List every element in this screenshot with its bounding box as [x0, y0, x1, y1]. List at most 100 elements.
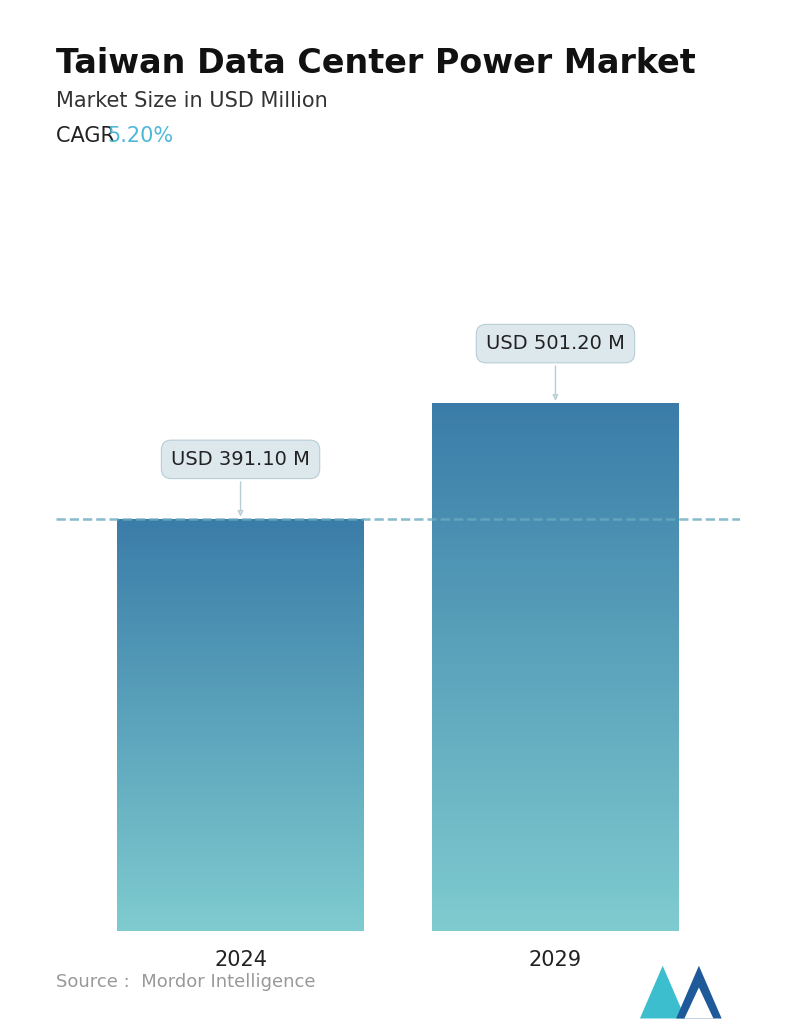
Bar [432, 730, 679, 732]
Bar [117, 891, 364, 893]
Bar [117, 926, 364, 927]
Bar [432, 504, 679, 506]
Bar [432, 907, 679, 910]
Bar [432, 647, 679, 649]
Bar [432, 790, 679, 792]
Bar [117, 815, 364, 817]
Bar [117, 790, 364, 792]
Bar [432, 412, 679, 414]
Bar [117, 924, 364, 926]
Bar [432, 800, 679, 802]
Bar [117, 848, 364, 850]
Bar [432, 923, 679, 925]
Bar [432, 756, 679, 758]
Bar [432, 610, 679, 612]
Text: Taiwan Data Center Power Market: Taiwan Data Center Power Market [56, 47, 696, 80]
Bar [432, 856, 679, 858]
Bar [432, 475, 679, 478]
Bar [117, 777, 364, 779]
Bar [117, 900, 364, 902]
Bar [432, 896, 679, 899]
Bar [432, 765, 679, 767]
Bar [432, 751, 679, 753]
Bar [117, 624, 364, 625]
Bar [432, 498, 679, 500]
Bar [117, 730, 364, 732]
Text: Market Size in USD Million: Market Size in USD Million [56, 91, 327, 111]
Bar [117, 642, 364, 644]
Bar [432, 484, 679, 486]
Bar [117, 785, 364, 787]
Bar [432, 830, 679, 832]
Bar [117, 853, 364, 855]
Bar [432, 632, 679, 634]
Bar [117, 645, 364, 647]
Bar [117, 595, 364, 597]
Bar [432, 658, 679, 660]
Bar [432, 417, 679, 420]
Bar [432, 714, 679, 717]
Bar [117, 739, 364, 741]
Bar [117, 886, 364, 888]
Bar [117, 567, 364, 569]
Bar [117, 592, 364, 595]
Bar [432, 778, 679, 780]
Bar [117, 824, 364, 826]
Bar [117, 537, 364, 539]
Bar [117, 727, 364, 729]
Bar [117, 873, 364, 875]
Bar [432, 524, 679, 526]
Bar [432, 630, 679, 632]
Bar [432, 416, 679, 418]
Bar [432, 846, 679, 848]
Bar [432, 469, 679, 473]
Bar [432, 688, 679, 690]
Bar [432, 768, 679, 770]
Bar [117, 713, 364, 716]
Bar [432, 486, 679, 488]
Bar [432, 825, 679, 827]
Polygon shape [676, 966, 722, 1018]
Bar [117, 574, 364, 576]
Bar [117, 637, 364, 639]
Bar [432, 582, 679, 584]
Bar [117, 650, 364, 652]
Bar [117, 708, 364, 710]
Bar [117, 773, 364, 776]
Bar [117, 668, 364, 670]
Bar [432, 628, 679, 630]
Bar [117, 666, 364, 667]
Bar [432, 803, 679, 805]
Bar [432, 492, 679, 495]
Bar [432, 728, 679, 730]
Bar [117, 670, 364, 671]
Bar [117, 527, 364, 529]
Bar [432, 869, 679, 871]
Bar [117, 849, 364, 851]
Bar [117, 615, 364, 616]
Bar [432, 835, 679, 838]
Bar [117, 753, 364, 755]
Bar [432, 861, 679, 863]
Bar [432, 858, 679, 860]
Bar [117, 861, 364, 863]
Bar [117, 749, 364, 751]
Bar [432, 649, 679, 651]
Bar [117, 611, 364, 612]
Bar [432, 434, 679, 437]
Bar [117, 820, 364, 822]
Bar [117, 895, 364, 898]
Bar [432, 705, 679, 707]
Bar [432, 410, 679, 413]
Bar [432, 707, 679, 709]
Bar [117, 923, 364, 925]
Bar [432, 841, 679, 843]
Bar [117, 656, 364, 658]
Bar [432, 685, 679, 687]
Bar [117, 721, 364, 722]
Bar [432, 805, 679, 808]
Bar [432, 909, 679, 911]
Bar [117, 818, 364, 820]
Bar [432, 720, 679, 722]
Bar [432, 906, 679, 908]
